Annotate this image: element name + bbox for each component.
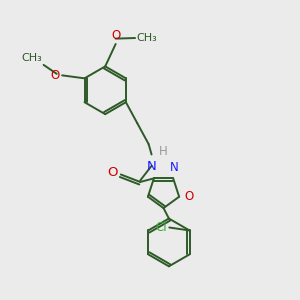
Text: O: O: [184, 190, 194, 202]
Text: H: H: [158, 145, 167, 158]
Text: N: N: [169, 160, 178, 174]
Text: O: O: [51, 69, 60, 82]
Text: N: N: [147, 160, 157, 173]
Text: O: O: [107, 167, 118, 179]
Text: CH₃: CH₃: [21, 53, 42, 63]
Text: CH₃: CH₃: [136, 33, 157, 43]
Text: O: O: [111, 29, 120, 42]
Text: Cl: Cl: [155, 221, 167, 234]
